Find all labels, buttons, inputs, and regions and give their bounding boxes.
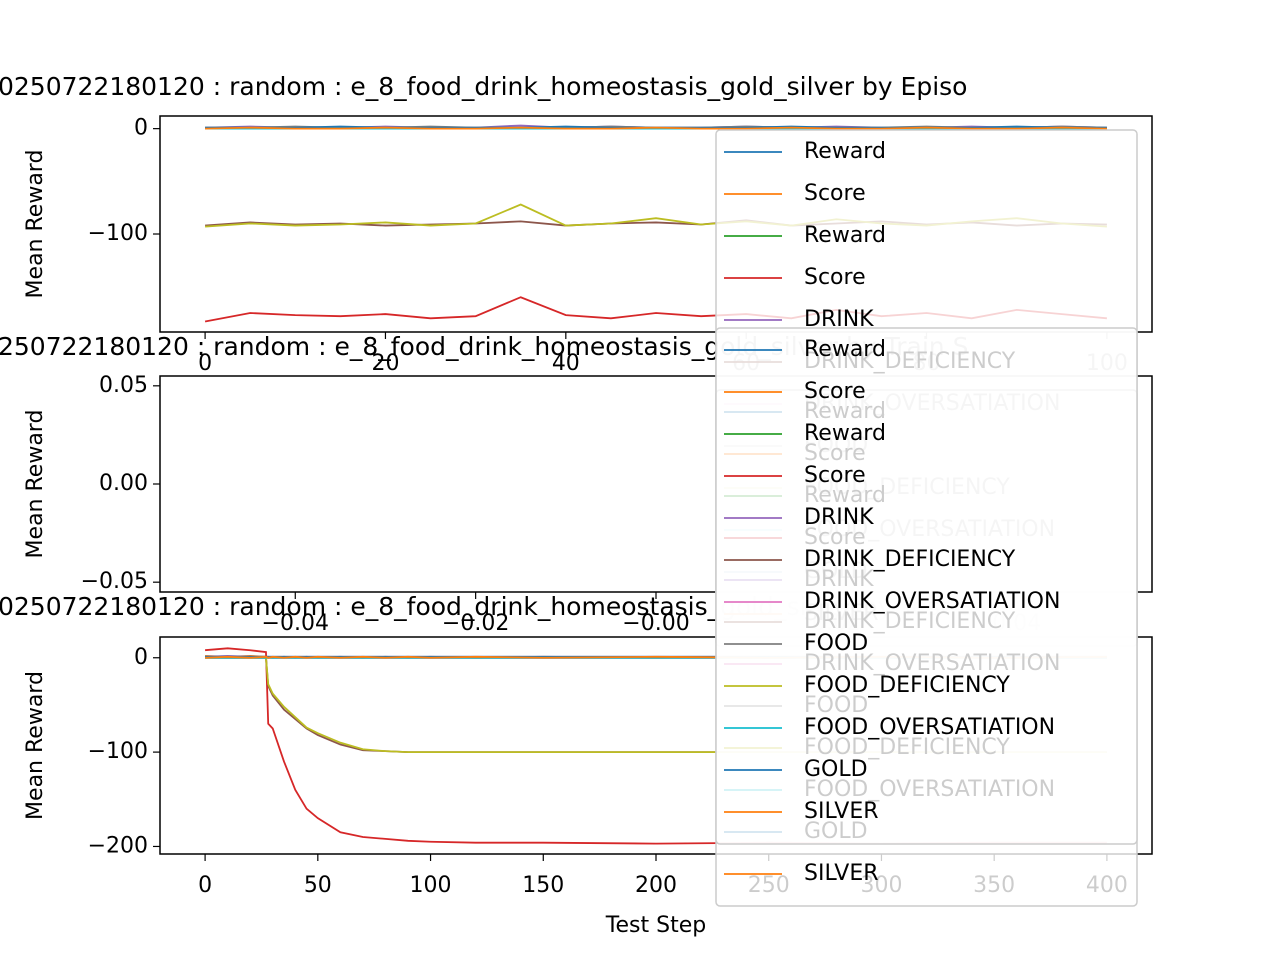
x-tick-label: −0.04 (262, 611, 329, 636)
y-tick-label: 0 (134, 645, 148, 670)
x-tick-label: −0.02 (442, 611, 509, 636)
legend-label: Reward (804, 421, 886, 446)
x-tick-label: 50 (304, 873, 332, 898)
legend-label: DRINK (804, 505, 874, 530)
series-line (205, 655, 1107, 659)
x-tick-label: 20 (371, 351, 399, 376)
x-tick-label: 150 (522, 873, 564, 898)
axes-frame (159, 115, 1153, 333)
legend-label: Reward (804, 337, 886, 362)
legend-label: Score (804, 265, 866, 290)
y-tick-label: −100 (88, 739, 148, 764)
legend-label: GOLD (804, 757, 868, 782)
chart-title: 0250722180120 : random : e_8_food_drink_… (0, 72, 967, 101)
legend-label: FOOD (804, 631, 868, 656)
x-tick-label: 0 (198, 873, 212, 898)
y-tick-label: −0.05 (81, 569, 148, 594)
legend-label: SILVER (804, 799, 879, 824)
legend-label: Score (804, 379, 866, 404)
legend-label: Reward (804, 223, 886, 248)
x-tick-label: −0.00 (622, 611, 689, 636)
legend-label: Score (804, 181, 866, 206)
y-tick-label: 0 (134, 116, 148, 141)
y-tick-label: 0.05 (99, 373, 148, 398)
x-tick-label: 0 (198, 351, 212, 376)
y-axis-label: Mean Reward (23, 410, 48, 559)
x-axis-label: Test Step (605, 913, 706, 938)
legend-label: FOOD_OVERSATIATION (804, 715, 1055, 740)
legend-label: Score (804, 463, 866, 488)
y-axis-label: Mean Reward (23, 150, 48, 299)
series-line (205, 656, 1107, 754)
legend-label: Reward (804, 139, 886, 164)
series-line (205, 126, 1107, 130)
y-tick-label: 0.00 (99, 471, 148, 496)
legend-label: FOOD_DEFICIENCY (804, 673, 1010, 698)
x-tick-label: 100 (410, 873, 452, 898)
legend-label: DRINK_DEFICIENCY (804, 547, 1016, 572)
x-tick-label: 200 (635, 873, 677, 898)
x-tick-label: 40 (552, 351, 580, 376)
legend-label: DRINK_OVERSATIATION (804, 589, 1060, 614)
legend-frame (715, 327, 1138, 845)
y-tick-label: −200 (88, 833, 148, 858)
y-axis-label: Mean Reward (23, 671, 48, 820)
y-tick-label: −100 (88, 221, 148, 246)
legend: Reward Score Reward Score DRINK DRINK_DEFICIE… (715, 327, 1138, 845)
legend-label: SILVER (804, 861, 879, 886)
series-line (205, 647, 1107, 845)
